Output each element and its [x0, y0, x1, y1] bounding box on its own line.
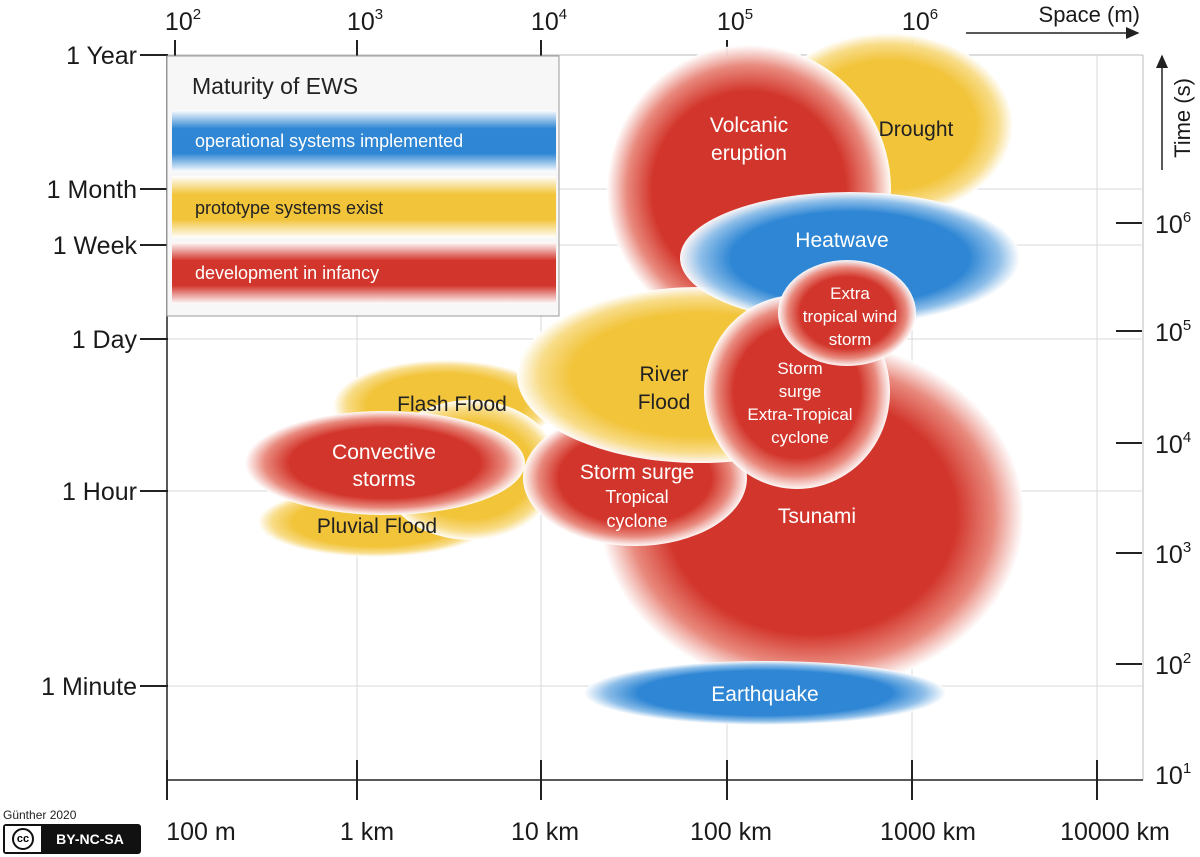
legend-label-prototype: prototype systems exist — [195, 198, 383, 218]
stormsurge-etc-label: Storm surge Extra-Tropical cyclone — [747, 359, 852, 447]
top-tick-label: 104 — [531, 6, 567, 36]
legend-swatch-prototype — [172, 176, 556, 238]
bottom-tick-label: 1 km — [340, 818, 394, 846]
convective-blob — [245, 411, 525, 515]
space-axis-title: Space (m) — [1039, 2, 1140, 27]
legend-swatch-infancy — [172, 242, 556, 304]
heatwave-blob — [680, 192, 1020, 324]
left-tick-label: 1 Year — [66, 42, 137, 70]
time-axis-title: Time (s) — [1170, 78, 1195, 158]
left-axis-ticks — [140, 54, 168, 687]
right-tick-label: 105 — [1155, 317, 1191, 347]
hazard-labels: Drought Volcanic eruption Tsunami Flash F… — [317, 114, 954, 706]
tsunami-label: Tsunami — [778, 505, 856, 528]
heatwave-label: Heatwave — [795, 229, 888, 252]
stormsurge-tc-label: Storm surge Tropical cyclone — [580, 461, 694, 531]
left-tick-label: 1 Month — [47, 176, 137, 204]
left-axis-labels: 1 Year 1 Month 1 Week 1 Day 1 Hour 1 Min… — [41, 42, 137, 701]
extratropical-label: Extra tropical wind storm — [803, 284, 898, 349]
left-tick-label: 1 Day — [72, 326, 138, 354]
left-tick-label: 1 Week — [53, 232, 138, 260]
drought-label: Drought — [879, 118, 954, 141]
license-label: BY-NC-SA — [41, 826, 139, 852]
legend-label-operational: operational systems implemented — [195, 131, 463, 151]
left-tick-label: 1 Hour — [62, 478, 137, 506]
bottom-axis-labels: 100 m 1 km 10 km 100 km 1000 km 10000 km — [166, 818, 1170, 846]
license-badge[interactable]: cc BY-NC-SA — [3, 824, 141, 854]
right-tick-label: 103 — [1155, 539, 1191, 569]
bottom-tick-label: 1000 km — [880, 818, 976, 846]
cc-icon: cc — [5, 826, 41, 852]
flashflood-label: Flash Flood — [397, 393, 507, 416]
author-credit: Günther 2020 — [3, 808, 77, 822]
right-tick-label: 106 — [1155, 209, 1191, 239]
top-axis-ticks — [174, 40, 913, 56]
top-tick-label: 103 — [347, 6, 383, 36]
legend-title: Maturity of EWS — [192, 73, 358, 99]
top-tick-label: 106 — [902, 6, 938, 36]
top-axis-labels: 102 103 104 105 106 — [165, 6, 938, 36]
top-tick-label: 102 — [165, 6, 201, 36]
earthquake-blob — [584, 661, 946, 725]
legend-label-infancy: development in infancy — [195, 263, 379, 283]
bottom-tick-label: 10000 km — [1060, 818, 1170, 846]
pluvial-label: Pluvial Flood — [317, 515, 437, 538]
extratropical-blob — [778, 260, 916, 366]
bottom-tick-label: 100 km — [690, 818, 772, 846]
riverflood-label: River Flood — [638, 363, 691, 414]
right-tick-label: 101 — [1155, 760, 1191, 790]
legend: Maturity of EWS operational systems impl… — [166, 55, 560, 317]
bottom-axis-ticks — [166, 760, 1098, 800]
right-axis-ticks — [1116, 222, 1142, 665]
right-axis-labels: 106 105 104 103 102 101 — [1155, 209, 1191, 790]
earthquake-label: Earthquake — [711, 683, 818, 706]
convective-label: Convective storms — [332, 441, 436, 491]
bottom-tick-label: 10 km — [511, 818, 579, 846]
top-tick-label: 105 — [717, 6, 753, 36]
hazard-blobs — [245, 33, 1024, 725]
legend-swatch-operational — [172, 110, 556, 172]
right-tick-label: 102 — [1155, 650, 1191, 680]
right-tick-label: 104 — [1155, 429, 1191, 459]
bottom-tick-label: 100 m — [166, 818, 235, 846]
left-tick-label: 1 Minute — [41, 673, 137, 701]
volcanic-label: Volcanic eruption — [710, 114, 788, 165]
